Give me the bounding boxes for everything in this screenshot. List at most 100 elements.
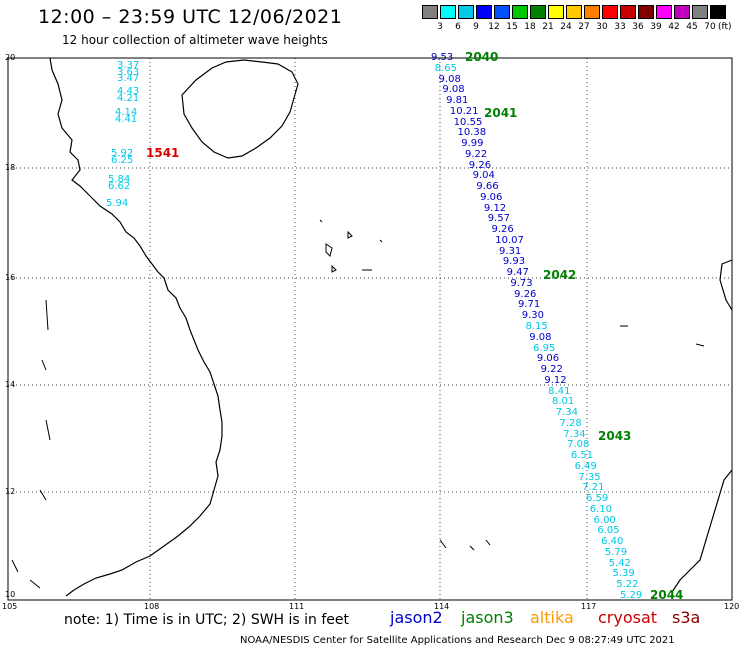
offshore-wave-height: 8.01 bbox=[551, 396, 575, 408]
scale-unit: (ft) bbox=[718, 22, 732, 32]
offshore-wave-height: 9.66 bbox=[476, 181, 499, 193]
scale-swatch bbox=[674, 5, 690, 19]
coastal-wave-height: 4.41 bbox=[115, 114, 138, 125]
coastline-inland bbox=[11, 299, 51, 589]
offshore-wave-height: 9.81 bbox=[446, 95, 469, 107]
lon-label-105: 105 bbox=[2, 602, 18, 611]
scale-swatch bbox=[584, 5, 600, 19]
scale-label: 9 bbox=[473, 22, 479, 32]
coastal-pass-time: 1541 bbox=[146, 146, 180, 160]
satellite-cryosat: cryosat bbox=[598, 608, 658, 627]
lon-label-108: 108 bbox=[144, 602, 160, 611]
satellite-jason3: jason3 bbox=[461, 608, 514, 627]
offshore-wave-height: 9.08 bbox=[442, 84, 465, 96]
graticule bbox=[8, 58, 732, 600]
scale-label: 6 bbox=[455, 22, 461, 32]
offshore-wave-height: 5.39 bbox=[612, 568, 635, 580]
offshore-pass-time: 2044 bbox=[650, 588, 684, 602]
coastal-wave-height: 4.43 bbox=[117, 86, 140, 97]
offshore-wave-height: 9.22 bbox=[465, 148, 488, 160]
offshore-wave-height: 9.57 bbox=[487, 213, 510, 225]
scale-label: 3 bbox=[437, 22, 443, 32]
scale-swatch bbox=[476, 5, 492, 19]
scale-label: 70 bbox=[704, 22, 716, 32]
paracel-islands bbox=[319, 219, 383, 273]
offshore-wave-height: 6.95 bbox=[533, 342, 556, 354]
scale-swatch bbox=[440, 5, 456, 19]
lat-label-14: 14 bbox=[5, 380, 16, 389]
offshore-wave-height: 8.15 bbox=[525, 321, 548, 332]
page-title: 12:00 – 23:59 UTC 12/06/2021 bbox=[38, 6, 343, 28]
offshore-wave-height: 9.06 bbox=[480, 191, 503, 203]
offshore-wave-height: 9.93 bbox=[502, 256, 526, 268]
coastal-wave-height: 3.63 bbox=[117, 67, 140, 78]
lon-label-117: 117 bbox=[581, 602, 597, 611]
scale-swatch bbox=[512, 5, 528, 19]
scale-label: 45 bbox=[686, 22, 698, 32]
satellite-altika: altika bbox=[530, 608, 574, 627]
footer-credit: NOAA/NESDIS Center for Satellite Applica… bbox=[240, 635, 675, 646]
offshore-wave-height: 8.41 bbox=[548, 385, 571, 397]
coastal-wave-height: 3.47 bbox=[117, 73, 140, 84]
scale-swatch bbox=[422, 5, 438, 19]
scale-swatch bbox=[458, 5, 474, 19]
offshore-wave-height: 9.71 bbox=[517, 299, 541, 311]
offshore-wave-height: 10.21 bbox=[449, 105, 479, 117]
scale-swatch bbox=[566, 5, 582, 19]
scale-swatch bbox=[710, 5, 726, 19]
coastal-wave-height: 5.94 bbox=[106, 198, 129, 209]
offshore-wave-height: 9.12 bbox=[483, 202, 507, 214]
scale-label: 21 bbox=[542, 22, 554, 32]
offshore-wave-height: 7.28 bbox=[559, 417, 582, 429]
scale-swatch bbox=[638, 5, 654, 19]
offshore-wave-height: 10.07 bbox=[495, 234, 524, 246]
offshore-wave-height: 7.34 bbox=[555, 407, 578, 419]
scale-swatch bbox=[692, 5, 708, 19]
small-islands bbox=[439, 325, 705, 551]
coastline-philippines bbox=[671, 259, 733, 593]
map-frame bbox=[7, 57, 733, 601]
offshore-wave-height: 9.26 bbox=[514, 288, 537, 300]
offshore-wave-height: 5.42 bbox=[608, 557, 631, 569]
offshore-wave-height: 9.26 bbox=[468, 159, 492, 171]
scale-swatch bbox=[494, 5, 510, 19]
offshore-wave-height: 9.26 bbox=[491, 224, 514, 236]
coastal-wave-height: 6.25 bbox=[111, 155, 134, 166]
offshore-wave-height: 10.55 bbox=[453, 116, 483, 128]
coastal-wave-height: 6.62 bbox=[108, 181, 131, 192]
lon-label-120: 120 bbox=[724, 602, 740, 611]
offshore-wave-height: 9.53 bbox=[431, 52, 454, 63]
offshore-wave-height: 7.08 bbox=[567, 439, 590, 451]
scale-swatch bbox=[530, 5, 546, 19]
offshore-wave-height: 5.22 bbox=[616, 579, 639, 591]
scale-label: 30 bbox=[596, 22, 608, 32]
offshore-wave-height: 9.12 bbox=[544, 374, 567, 386]
offshore-wave-height: 7.34 bbox=[563, 428, 586, 440]
lat-label-10: 10 bbox=[5, 590, 16, 599]
coastal-wave-height: 5.92 bbox=[111, 148, 134, 159]
offshore-wave-height: 6.51 bbox=[570, 450, 594, 462]
scale-label: 24 bbox=[560, 22, 572, 32]
scale-label: 15 bbox=[506, 22, 518, 32]
offshore-wave-height: 7.21 bbox=[582, 482, 605, 494]
footer-note: note: 1) Time is in UTC; 2) SWH is in fe… bbox=[64, 612, 350, 628]
scale-label: 27 bbox=[578, 22, 590, 32]
offshore-pass-time: 2042 bbox=[543, 268, 577, 282]
scale-label: 42 bbox=[668, 22, 680, 32]
lon-label-114: 114 bbox=[434, 602, 450, 611]
scale-label: 18 bbox=[524, 22, 536, 32]
lon-label-111: 111 bbox=[289, 602, 305, 611]
scale-swatch bbox=[620, 5, 636, 19]
offshore-wave-height: 5.29 bbox=[620, 590, 643, 601]
scale-label: 12 bbox=[488, 22, 500, 32]
scale-swatch bbox=[602, 5, 618, 19]
coastline-hainan bbox=[181, 59, 299, 159]
offshore-pass-time: 2041 bbox=[484, 106, 518, 120]
offshore-pass-time: 2040 bbox=[465, 50, 499, 64]
coastal-wave-height: 5.84 bbox=[108, 174, 131, 185]
offshore-wave-height: 9.30 bbox=[521, 310, 544, 322]
offshore-pass-time: 2043 bbox=[598, 429, 632, 443]
coastal-wave-height: 4.21 bbox=[117, 93, 140, 104]
offshore-wave-height: 6.10 bbox=[589, 503, 613, 515]
